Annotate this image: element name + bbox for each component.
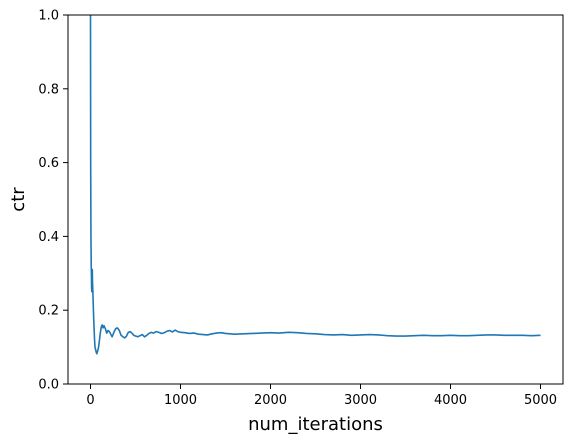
y-tick-label: 0.6 <box>38 156 59 171</box>
y-tick-label: 0.8 <box>38 82 59 97</box>
plot-area <box>89 15 541 355</box>
x-tick-label: 4000 <box>434 393 467 408</box>
y-axis-ticks: 0.0 0.2 0.4 0.6 0.8 1.0 <box>38 9 68 393</box>
x-tick-label: 2000 <box>254 393 287 408</box>
x-axis-ticks: 0 1000 2000 3000 4000 5000 <box>86 384 557 408</box>
x-tick-label: 5000 <box>524 393 557 408</box>
y-tick-label: 0.0 <box>38 378 59 393</box>
x-axis-label: num_iterations <box>248 414 383 435</box>
x-tick-label: 0 <box>86 393 94 408</box>
y-tick-label: 0.4 <box>38 230 59 245</box>
series-line-ctr <box>89 15 541 355</box>
axes-frame <box>67 14 564 385</box>
y-tick-label: 1.0 <box>38 9 59 24</box>
x-tick-label: 1000 <box>164 393 197 408</box>
x-tick-label: 3000 <box>344 393 377 408</box>
y-axis-label: ctr <box>8 187 29 212</box>
y-tick-label: 0.2 <box>38 304 59 319</box>
